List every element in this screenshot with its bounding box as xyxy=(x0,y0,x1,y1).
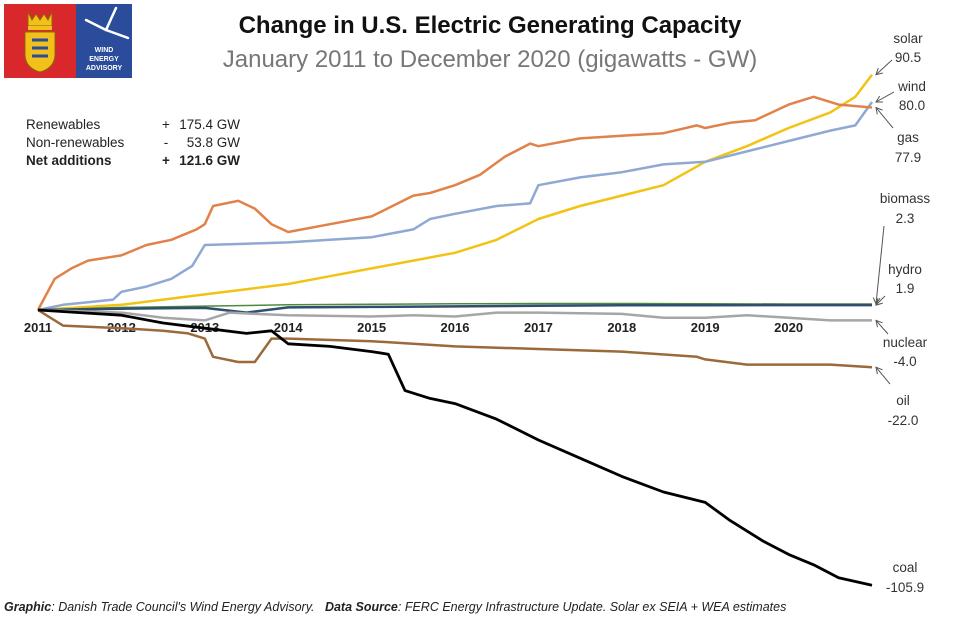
series-value-label: 90.5 xyxy=(895,50,921,65)
series-name-label: oil xyxy=(896,393,910,408)
logo-text-line: ADVISORY xyxy=(86,65,123,72)
x-tick-label: 2019 xyxy=(691,320,720,335)
footer-graphic-text: : Danish Trade Council's Wind Energy Adv… xyxy=(51,600,315,614)
series-value-label: 77.9 xyxy=(895,150,921,165)
wind-energy-advisory-logo: WIND ENERGY ADVISORY xyxy=(4,4,132,78)
logo-text-line: WIND xyxy=(95,47,114,54)
series-value-label: -105.9 xyxy=(886,580,924,595)
footer-source-label: Data Source xyxy=(324,600,398,614)
summary-label: Renewables xyxy=(26,116,101,132)
label-arrow-oil xyxy=(875,366,891,385)
footer-source-text: : FERC Energy Infrastructure Update. Sol… xyxy=(397,600,787,614)
chart-subtitle: January 2011 to December 2020 (gigawatts… xyxy=(222,46,758,73)
series-line-biomass xyxy=(37,302,872,311)
x-tick-label: 2020 xyxy=(774,320,803,335)
summary-label: Non-renewables xyxy=(26,134,125,150)
chart-title: Change in U.S. Electric Generating Capac… xyxy=(238,12,742,39)
summary-value: 53.8 GW xyxy=(186,134,240,150)
arrowhead-icon xyxy=(875,95,883,103)
series-name-label: biomass xyxy=(880,191,931,206)
footer-graphic-label: Graphic xyxy=(4,600,52,614)
series-line-wind xyxy=(37,101,874,312)
summary-value: 175.4 GW xyxy=(179,116,240,132)
footer: Graphic: Danish Trade Council's Wind Ene… xyxy=(4,600,786,614)
series-value-label: 80.0 xyxy=(899,98,925,113)
arrowhead-icon xyxy=(875,366,883,375)
series-line-solar xyxy=(37,73,873,312)
series-value-label: -4.0 xyxy=(893,354,916,369)
series-name-label: gas xyxy=(897,130,919,145)
series-line-oil xyxy=(37,308,873,369)
series-value-label: -22.0 xyxy=(888,413,919,428)
label-arrow-nuclear xyxy=(875,320,889,335)
series-line-coal xyxy=(37,308,873,587)
summary-sign: + xyxy=(162,116,170,132)
series-name-label: nuclear xyxy=(883,335,928,350)
series-name-label: wind xyxy=(897,79,926,94)
x-axis-tick-labels: 2011 2012 2013 2014 2015 2016 2017 2018 2019 2020 xyxy=(24,320,803,335)
arrowhead-icon xyxy=(875,67,883,76)
summary-sign: + xyxy=(162,152,170,168)
series-end-labels: solar 90.5 wind 80.0 gas 77.9 biomass 2.3 hydro 1… xyxy=(872,31,931,595)
x-tick-label: 2016 xyxy=(441,320,470,335)
series-value-label: 2.3 xyxy=(896,211,915,226)
summary-row: Non-renewables - 53.8 GW xyxy=(26,133,240,151)
series-lines xyxy=(36,73,874,587)
summary-row: Renewables + 175.4 GW xyxy=(26,115,240,133)
summary-value: 121.6 GW xyxy=(179,152,240,168)
label-arrow-biomass xyxy=(875,225,885,305)
series-name-label: hydro xyxy=(888,262,922,277)
capacity-summary-table: Renewables + 175.4 GW Non-renewables - 5… xyxy=(26,115,240,169)
series-value-label: 1.9 xyxy=(896,281,915,296)
x-tick-label: 2017 xyxy=(524,320,553,335)
summary-sign: - xyxy=(163,134,169,150)
x-tick-label: 2015 xyxy=(357,320,386,335)
x-tick-label: 2011 xyxy=(24,320,52,335)
label-arrow-hydro xyxy=(875,295,886,306)
coat-of-arms-icon xyxy=(24,11,56,73)
wind-turbine-icon xyxy=(84,6,130,40)
summary-label: Net additions xyxy=(26,152,112,168)
series-line-hydro xyxy=(37,303,872,314)
x-tick-label: 2014 xyxy=(274,320,304,335)
label-arrow-wind xyxy=(875,91,895,103)
series-name-label: coal xyxy=(893,560,918,575)
series-name-label: solar xyxy=(893,31,923,46)
series-line-gas xyxy=(36,95,873,311)
series-line-nuclear xyxy=(37,308,872,322)
label-arrow-gas xyxy=(875,107,894,129)
x-tick-label: 2018 xyxy=(607,320,636,335)
label-arrow-solar xyxy=(875,59,893,76)
arrowhead-icon xyxy=(875,319,883,328)
logo-text-line: ENERGY xyxy=(89,56,119,63)
summary-row-net: Net additions + 121.6 GW xyxy=(26,151,240,169)
arrowhead-icon xyxy=(875,106,883,115)
arrowhead-icon xyxy=(875,298,883,306)
